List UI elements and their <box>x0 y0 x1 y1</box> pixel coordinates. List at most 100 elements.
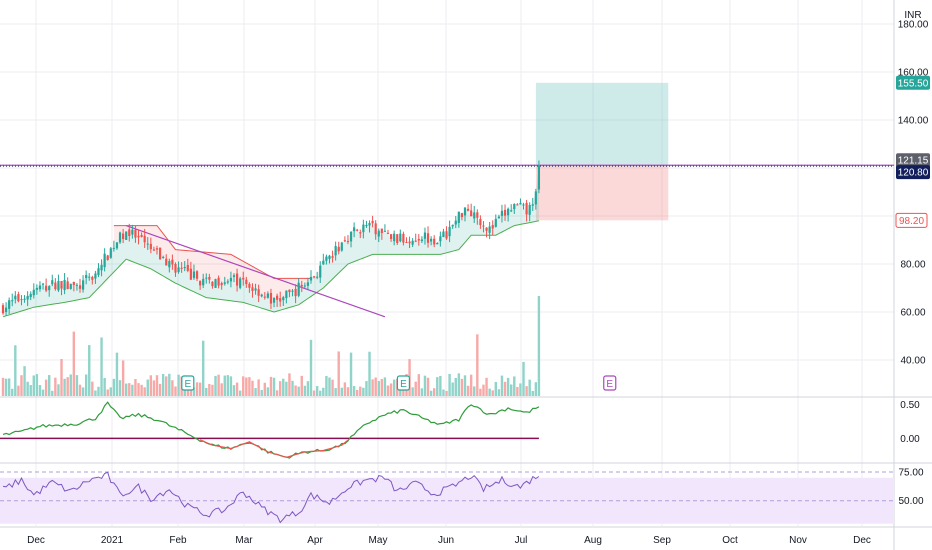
price-tag-target: 155.50 <box>896 75 930 90</box>
candle-body <box>337 246 340 252</box>
candle-body <box>272 297 276 303</box>
time-tick-label: Oct <box>722 535 738 546</box>
candle-body <box>263 296 266 298</box>
volume-bar <box>143 387 146 396</box>
volume-bar <box>174 386 177 396</box>
resistance-stop-band <box>113 225 312 304</box>
candle-body <box>78 285 82 289</box>
volume-bar <box>103 377 106 396</box>
volume-bar <box>528 379 531 396</box>
volume-bar <box>469 374 473 396</box>
long-position-tool[interactable] <box>535 82 669 221</box>
candle-body <box>383 230 387 232</box>
volume-bar <box>17 385 20 396</box>
volume-bar <box>439 375 442 396</box>
candle-body <box>500 210 504 216</box>
volume-bar <box>454 377 457 396</box>
candle-body <box>325 256 328 261</box>
candle-body <box>134 229 137 238</box>
rsi-tick-label: 75.00 <box>898 468 923 479</box>
candle-body <box>20 299 23 301</box>
candle-body <box>63 279 66 291</box>
candle-body <box>346 240 350 242</box>
candle-body <box>165 258 168 266</box>
candle-body <box>211 281 214 287</box>
candle-body <box>177 267 180 273</box>
candle-body <box>23 298 26 300</box>
candle-body <box>276 295 279 300</box>
volume-bar <box>205 387 208 396</box>
candle-body <box>473 212 476 219</box>
volume-bar <box>297 386 300 396</box>
volume-bar <box>254 388 257 396</box>
candle-body <box>45 285 48 291</box>
price-tag-label: 98.20 <box>899 216 924 227</box>
volume-bar <box>223 375 226 396</box>
candle-body <box>297 282 300 296</box>
volume-bar <box>389 383 393 396</box>
candle-body <box>115 242 119 249</box>
volume-bar <box>476 334 479 396</box>
candle-body <box>393 233 396 242</box>
candle-body <box>531 204 534 206</box>
candle-body <box>69 283 72 289</box>
earnings-marker-label: E <box>184 379 191 390</box>
earnings-marker[interactable]: E <box>181 375 195 391</box>
volume-bar <box>537 296 541 396</box>
volume-bar <box>322 387 325 396</box>
time-tick-label: Aug <box>584 535 602 546</box>
volume-bar <box>451 382 454 396</box>
candle-body <box>522 204 525 206</box>
volume-bar <box>279 381 282 396</box>
candle-body <box>81 280 85 290</box>
candle-body <box>232 275 236 277</box>
candle-body <box>54 282 57 290</box>
candle-body <box>516 204 519 206</box>
volume-bar <box>155 375 159 396</box>
volume-bar <box>460 378 464 396</box>
volume-bar <box>516 386 519 396</box>
candle-body <box>122 233 125 240</box>
earnings-marker[interactable]: E <box>396 375 410 391</box>
candle-body <box>254 288 257 291</box>
volume-bar <box>23 366 26 396</box>
candle-body <box>374 223 377 235</box>
volume-bar <box>362 387 365 396</box>
time-tick-label: May <box>369 535 388 546</box>
volume-bar <box>235 382 239 396</box>
volume-bar <box>294 385 297 396</box>
candle-body <box>442 231 445 237</box>
price-tick-label: 80.00 <box>900 260 925 271</box>
volume-bar <box>534 382 538 396</box>
volume-bar <box>331 379 334 396</box>
candle-body <box>507 208 510 216</box>
earnings-marker[interactable]: E <box>603 375 617 391</box>
volume-bar <box>134 379 137 396</box>
candle-body <box>405 242 408 244</box>
candle-body <box>525 202 528 215</box>
volume-bar <box>106 389 109 396</box>
time-tick-label: 2021 <box>101 535 124 546</box>
candle-body <box>513 203 516 210</box>
volume-bar <box>349 352 353 396</box>
candle-body <box>537 166 541 190</box>
candle-body <box>494 218 497 227</box>
volume-bar <box>436 377 439 396</box>
earnings-marker-label: E <box>400 379 407 390</box>
volume-bar <box>374 377 377 396</box>
candle-body <box>368 222 371 226</box>
candle-body <box>85 274 88 279</box>
candle-body <box>288 289 291 293</box>
volume-bar <box>473 386 476 396</box>
axes: INR 180.00 160.00 140.00 80.00 60.00 40.00 0.5… <box>27 10 930 546</box>
volume-bar <box>69 374 72 396</box>
volume-bar <box>485 377 488 396</box>
currency-label[interactable]: INR <box>904 10 921 21</box>
price-tick-label: 140.00 <box>898 116 929 127</box>
volume-bar <box>263 382 266 396</box>
volume-bar <box>146 379 149 396</box>
candle-body <box>38 285 42 290</box>
